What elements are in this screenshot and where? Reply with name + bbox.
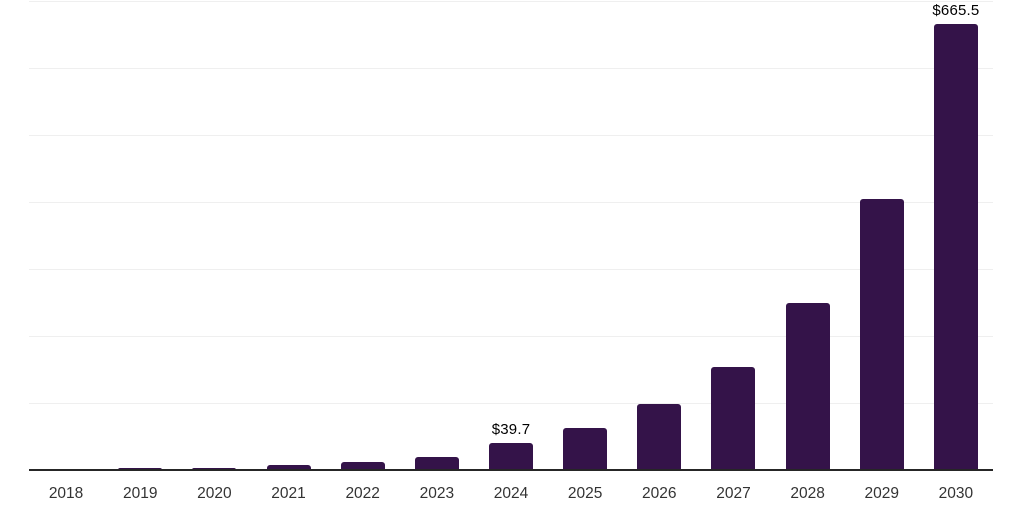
- bar-2024: [489, 443, 533, 470]
- gridline-600: [29, 68, 993, 69]
- gridline-400: [29, 202, 993, 203]
- gridline-700: [29, 1, 993, 2]
- bar-2029: [859, 198, 904, 470]
- bar-2030: [933, 24, 978, 470]
- x-tick-label-2025: 2025: [567, 485, 603, 502]
- bar-value-label-2030: $665.5: [932, 2, 980, 20]
- bar-2028: [785, 303, 830, 470]
- x-axis-line: [29, 469, 993, 471]
- x-tick-label-2022: 2022: [345, 485, 380, 502]
- x-tick-label-2029: 2029: [864, 485, 899, 502]
- bar-2026: [637, 403, 682, 470]
- x-tick-label-2019: 2019: [122, 485, 158, 502]
- bar-2022: [340, 462, 385, 470]
- x-tick-label-2028: 2028: [790, 485, 825, 502]
- x-tick-label-2024: 2024: [493, 485, 529, 502]
- bar-2021: [266, 465, 311, 470]
- bar-2025: [563, 428, 608, 470]
- x-tick-label-2023: 2023: [419, 485, 455, 502]
- bar-2023: [414, 456, 459, 470]
- gridline-100: [29, 403, 993, 404]
- x-tick-label-2030: 2030: [938, 485, 974, 502]
- x-tick-label-2018: 2018: [48, 485, 84, 502]
- x-tick-label-2027: 2027: [716, 485, 751, 502]
- gridline-200: [29, 336, 993, 337]
- gridline-300: [29, 269, 993, 270]
- x-tick-label-2020: 2020: [197, 485, 232, 502]
- x-tick-label-2021: 2021: [271, 485, 306, 502]
- bar-value-label-2024: $39.7: [491, 421, 531, 439]
- bar-2020: [192, 467, 237, 470]
- gridline-500: [29, 135, 993, 136]
- bar-2027: [711, 366, 756, 470]
- x-tick-label-2026: 2026: [642, 485, 677, 502]
